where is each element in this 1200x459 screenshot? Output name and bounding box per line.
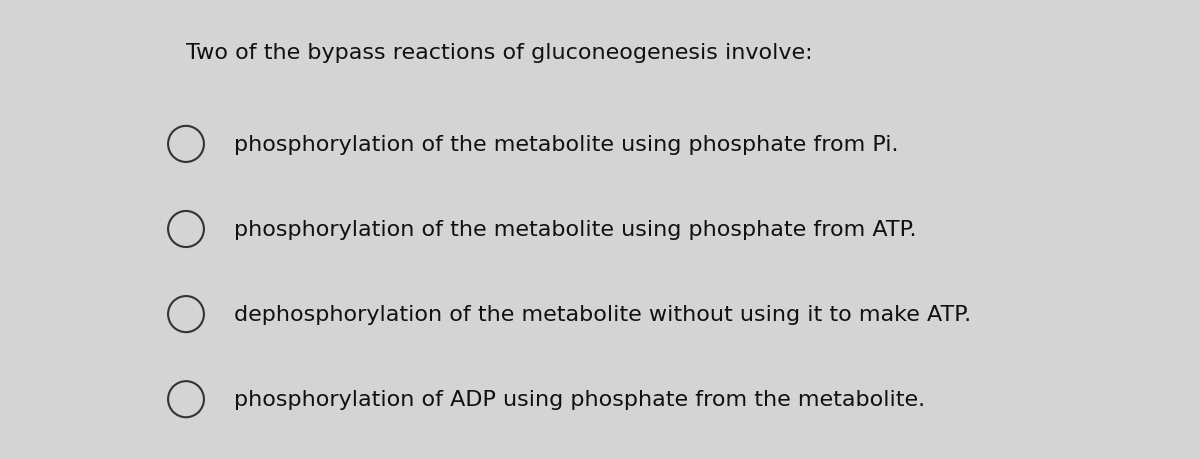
Text: phosphorylation of the metabolite using phosphate from Pi.: phosphorylation of the metabolite using …: [234, 134, 899, 155]
Text: dephosphorylation of the metabolite without using it to make ATP.: dephosphorylation of the metabolite with…: [234, 304, 971, 325]
Text: phosphorylation of ADP using phosphate from the metabolite.: phosphorylation of ADP using phosphate f…: [234, 389, 925, 409]
Text: phosphorylation of the metabolite using phosphate from ATP.: phosphorylation of the metabolite using …: [234, 219, 917, 240]
Text: Two of the bypass reactions of gluconeogenesis involve:: Two of the bypass reactions of gluconeog…: [186, 43, 812, 63]
